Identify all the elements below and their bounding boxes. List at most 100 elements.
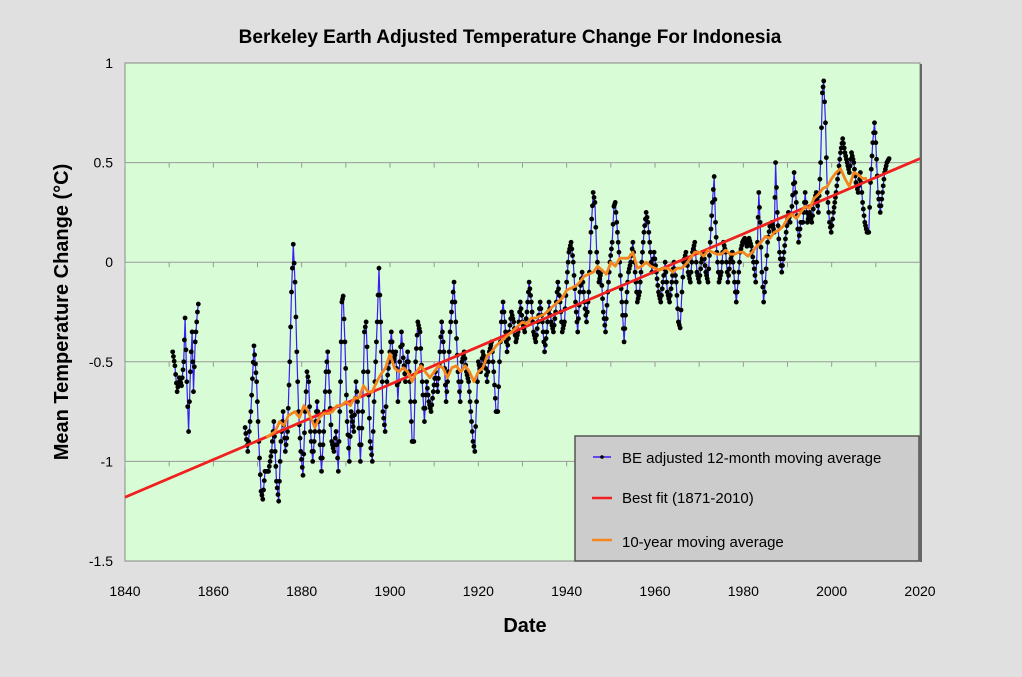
data-point-12-month bbox=[194, 319, 200, 325]
data-point-12-month bbox=[441, 349, 447, 355]
data-point-12-month bbox=[706, 266, 712, 272]
data-point-12-month bbox=[294, 349, 300, 355]
data-point-12-month bbox=[772, 195, 778, 200]
data-point-12-month bbox=[340, 293, 346, 299]
data-point-12-month bbox=[766, 229, 772, 235]
data-point-12-month bbox=[277, 459, 283, 464]
data-point-12-month bbox=[450, 289, 456, 295]
data-point-12-month bbox=[880, 190, 885, 195]
data-point-12-month bbox=[412, 399, 418, 405]
data-point-12-month bbox=[565, 259, 571, 265]
data-point-12-month bbox=[820, 84, 826, 90]
data-point-12-month bbox=[393, 349, 399, 355]
data-point-12-month bbox=[614, 219, 620, 225]
data-point-12-month bbox=[437, 349, 443, 355]
data-point-12-month bbox=[875, 190, 881, 195]
data-point-12-month bbox=[846, 170, 852, 175]
data-point-12-month bbox=[867, 205, 873, 210]
data-point-12-month bbox=[608, 253, 614, 258]
data-point-12-month bbox=[429, 402, 435, 408]
data-point-12-month bbox=[314, 399, 320, 405]
data-point-12-month bbox=[369, 459, 375, 464]
data-point-12-month bbox=[344, 392, 349, 398]
data-point-12-month bbox=[562, 319, 567, 325]
data-point-12-month bbox=[707, 253, 712, 258]
data-point-12-month bbox=[774, 185, 779, 190]
series-layer bbox=[124, 78, 921, 504]
data-point-12-month bbox=[755, 214, 761, 220]
data-point-12-month bbox=[616, 249, 622, 255]
data-point-12-month bbox=[816, 210, 821, 215]
data-point-12-month bbox=[312, 429, 318, 434]
data-point-12-month bbox=[310, 459, 316, 464]
data-point-12-month bbox=[823, 155, 829, 161]
data-point-12-month bbox=[765, 239, 771, 245]
data-point-12-month bbox=[640, 239, 646, 245]
data-point-12-month bbox=[555, 279, 561, 285]
y-tick-label: 1 bbox=[105, 55, 113, 71]
data-point-12-month bbox=[761, 299, 767, 305]
data-point-12-month bbox=[544, 329, 550, 335]
data-point-12-month bbox=[534, 326, 540, 331]
x-tick-label: 1860 bbox=[198, 583, 229, 599]
data-point-12-month bbox=[879, 196, 885, 202]
data-point-12-month bbox=[759, 269, 765, 275]
data-point-12-month bbox=[405, 349, 411, 355]
data-point-12-month bbox=[696, 279, 702, 285]
data-point-12-month bbox=[546, 299, 552, 305]
series-line-best-fit bbox=[124, 157, 921, 499]
data-point-12-month bbox=[667, 299, 672, 305]
data-point-12-month bbox=[683, 249, 689, 255]
data-point-12-month bbox=[809, 219, 815, 225]
data-point-12-month bbox=[371, 399, 377, 405]
data-point-12-month bbox=[370, 429, 376, 434]
data-point-12-month bbox=[175, 384, 181, 390]
data-point-12-month bbox=[707, 239, 713, 245]
data-point-12-month bbox=[495, 409, 501, 414]
data-point-12-month bbox=[779, 269, 785, 275]
data-point-12-month bbox=[447, 329, 453, 335]
data-point-12-month bbox=[523, 316, 529, 322]
x-tick-label: 2000 bbox=[816, 583, 847, 599]
data-point-12-month bbox=[757, 205, 762, 210]
data-point-12-month bbox=[333, 429, 339, 434]
data-point-12-month bbox=[189, 329, 195, 335]
data-point-12-month bbox=[556, 293, 562, 298]
data-point-12-month bbox=[271, 419, 277, 424]
data-point-12-month bbox=[504, 349, 510, 355]
data-point-12-month bbox=[360, 409, 366, 414]
data-point-12-month bbox=[289, 265, 295, 271]
data-point-12-month bbox=[363, 319, 369, 325]
data-point-12-month bbox=[754, 259, 759, 265]
data-point-12-month bbox=[413, 346, 419, 351]
data-point-12-month bbox=[301, 451, 307, 457]
data-point-12-month bbox=[185, 404, 191, 410]
data-point-12-month bbox=[840, 136, 846, 142]
data-point-12-month bbox=[708, 226, 714, 232]
data-point-12-month bbox=[250, 376, 255, 382]
data-point-12-month bbox=[783, 236, 788, 242]
data-point-12-month bbox=[643, 210, 649, 215]
data-point-12-month bbox=[297, 435, 303, 441]
data-point-12-month bbox=[347, 434, 353, 439]
data-point-12-month bbox=[664, 279, 670, 285]
data-point-12-month bbox=[435, 389, 441, 395]
data-point-12-month bbox=[422, 405, 428, 411]
data-point-12-month bbox=[529, 309, 535, 315]
data-point-12-month bbox=[316, 429, 322, 434]
data-point-12-month bbox=[440, 339, 446, 345]
data-point-12-month bbox=[246, 429, 252, 434]
data-point-12-month bbox=[599, 283, 605, 288]
data-point-12-month bbox=[192, 339, 198, 345]
data-point-12-month bbox=[603, 329, 608, 335]
x-tick-label: 1880 bbox=[286, 583, 317, 599]
data-point-12-month bbox=[351, 429, 357, 434]
x-tick-label: 1900 bbox=[374, 583, 405, 599]
data-point-12-month bbox=[678, 307, 684, 313]
data-point-12-month bbox=[660, 279, 666, 285]
data-point-12-month bbox=[304, 369, 310, 375]
data-point-12-month bbox=[825, 200, 831, 205]
data-point-12-month bbox=[338, 339, 344, 345]
data-point-12-month bbox=[474, 399, 479, 405]
data-point-12-month bbox=[344, 419, 350, 424]
